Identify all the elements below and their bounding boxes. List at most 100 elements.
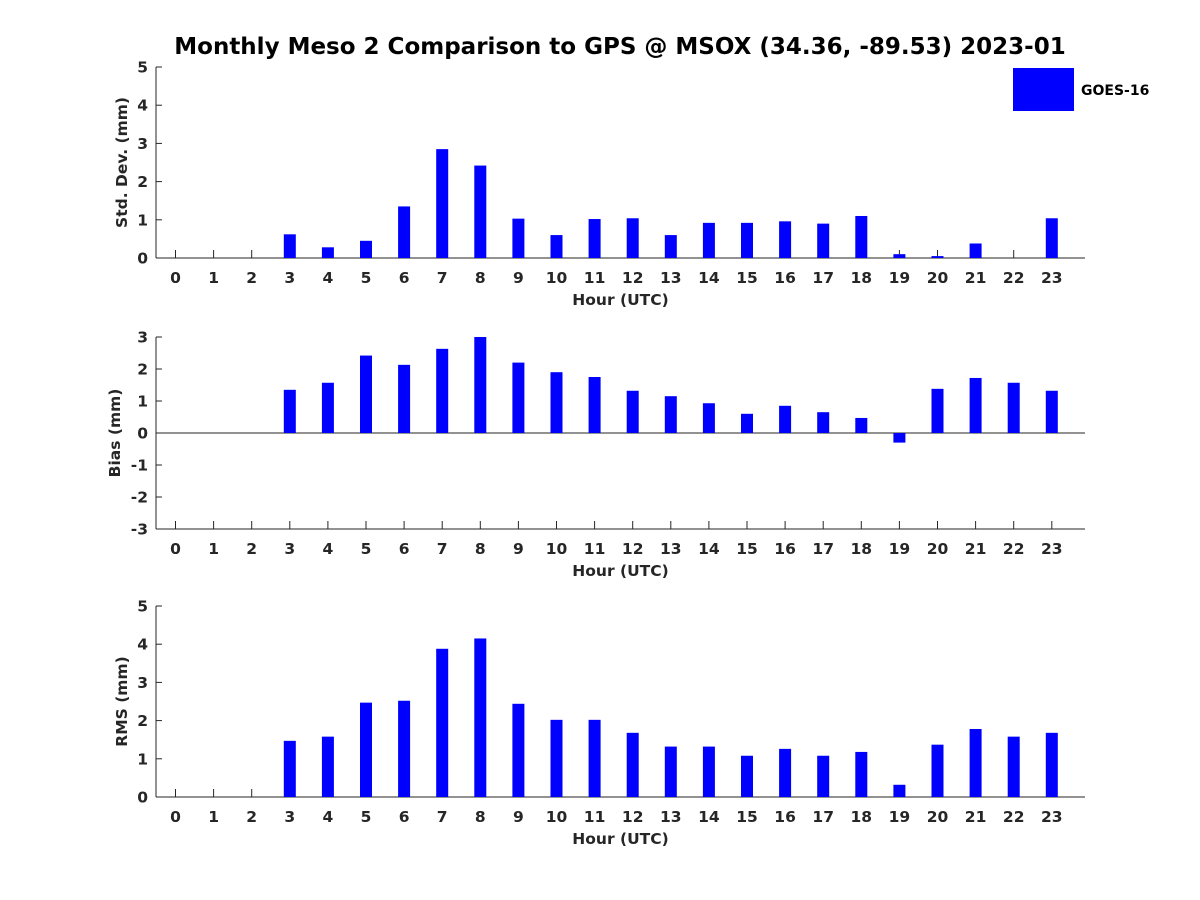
x-tick-label: 1	[208, 540, 219, 558]
x-tick-label: 11	[584, 808, 606, 826]
x-tick-label: 17	[812, 540, 834, 558]
bar-hour-3	[283, 389, 296, 433]
bar-hour-15	[741, 222, 753, 258]
bar-hour-12	[626, 218, 639, 258]
y-tick-label: 3	[137, 329, 148, 347]
legend-label: GOES-16	[1081, 83, 1149, 99]
bar-hour-16	[779, 748, 792, 797]
bar-hour-6	[398, 364, 411, 433]
bar-hour-12	[626, 390, 639, 433]
x-tick-label: 11	[584, 269, 606, 287]
x-tick-label: 14	[698, 269, 720, 287]
bar-hour-22	[1007, 382, 1020, 433]
bar-hour-6	[398, 206, 411, 258]
y-tick-label: -3	[131, 521, 148, 539]
x-tick-label: 12	[622, 269, 644, 287]
bar-hour-4	[321, 382, 334, 433]
x-tick-label: 4	[323, 808, 334, 826]
x-tick-label: 21	[965, 269, 987, 287]
x-tick-label: 0	[170, 540, 181, 558]
x-tick-label: 16	[774, 808, 796, 826]
x-tick-label: 8	[475, 540, 486, 558]
x-tick-label: 13	[660, 808, 682, 826]
x-tick-label: 4	[323, 269, 334, 287]
bar-hour-19	[893, 254, 906, 258]
x-tick-label: 2	[246, 540, 257, 558]
y-tick-label: 4	[137, 97, 148, 115]
bar-hour-3	[283, 234, 296, 258]
y-tick-label: -2	[131, 489, 148, 507]
x-tick-label: 17	[812, 269, 834, 287]
bar-hour-21	[969, 377, 982, 433]
x-tick-label: 7	[437, 540, 448, 558]
bar-hour-19	[893, 784, 906, 797]
bar-hour-11	[588, 219, 601, 258]
y-tick-label: 0	[137, 250, 148, 268]
bar-hour-14	[702, 746, 715, 797]
x-tick-label: 23	[1041, 540, 1063, 558]
x-tick-label: 19	[889, 269, 911, 287]
x-tick-label: 10	[546, 808, 568, 826]
bar-hour-7	[436, 648, 449, 797]
bar-hour-9	[512, 703, 525, 797]
x-tick-label: 7	[437, 808, 448, 826]
x-tick-label: 16	[774, 269, 796, 287]
x-tick-label: 0	[170, 808, 181, 826]
bar-hour-9	[512, 362, 525, 433]
x-tick-label: 11	[584, 540, 606, 558]
bar-hour-14	[702, 222, 715, 258]
y-tick-label: 1	[137, 393, 148, 411]
y-tick-label: 4	[137, 636, 148, 654]
y-tick-label: 3	[137, 674, 148, 692]
y-tick-label: 1	[137, 750, 148, 768]
bar-hour-15	[741, 755, 753, 797]
x-tick-label: 0	[170, 269, 181, 287]
y-tick-label: 2	[137, 712, 148, 730]
x-tick-label: 8	[475, 269, 486, 287]
bar-hour-13	[664, 396, 677, 433]
x-tick-label: 12	[622, 540, 644, 558]
bar-hour-13	[664, 746, 677, 797]
x-tick-label: 19	[889, 808, 911, 826]
legend: GOES-16	[1013, 68, 1149, 111]
x-tick-label: 13	[660, 540, 682, 558]
bar-hour-17	[817, 223, 830, 258]
x-tick-label: 3	[284, 269, 295, 287]
bar-hour-5	[360, 702, 372, 797]
x-tick-label: 21	[965, 808, 987, 826]
bar-hour-8	[474, 165, 487, 258]
bar-hour-10	[550, 719, 563, 797]
bar-hour-23	[1045, 732, 1058, 797]
bar-hour-8	[474, 638, 487, 797]
y-tick-label: 2	[137, 173, 148, 191]
x-tick-label: 9	[513, 808, 524, 826]
bar-hour-13	[664, 235, 677, 258]
x-tick-label: 21	[965, 540, 987, 558]
x-tick-label: 1	[208, 808, 219, 826]
bar-hour-20	[931, 256, 944, 258]
bar-hour-17	[817, 755, 830, 797]
x-tick-label: 18	[851, 540, 873, 558]
x-tick-label: 4	[323, 540, 334, 558]
x-tick-label: 8	[475, 808, 486, 826]
x-tick-label: 9	[513, 540, 524, 558]
x-tick-label: 15	[736, 540, 758, 558]
x-tick-label: 2	[246, 808, 257, 826]
bar-hour-3	[283, 740, 296, 797]
bar-hour-4	[321, 247, 334, 258]
x-tick-label: 23	[1041, 808, 1063, 826]
x-tick-label: 14	[698, 540, 720, 558]
bar-hour-11	[588, 719, 601, 797]
bar-hour-18	[855, 417, 868, 433]
x-tick-label: 5	[361, 269, 372, 287]
y-tick-label: 5	[137, 59, 148, 77]
x-tick-label: 12	[622, 808, 644, 826]
bar-hour-11	[588, 377, 601, 433]
x-tick-label: 17	[812, 808, 834, 826]
bar-hour-16	[779, 221, 792, 258]
bar-hour-8	[474, 337, 487, 433]
y-tick-label: 1	[137, 211, 148, 229]
